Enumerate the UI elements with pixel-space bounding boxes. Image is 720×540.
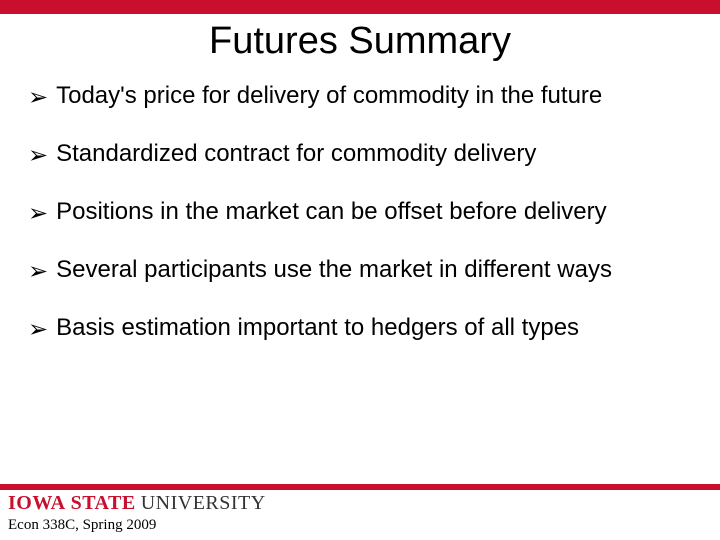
slide: Futures Summary ➢ Today's price for deliv… <box>0 0 720 540</box>
content-area: ➢ Today's price for delivery of commodity… <box>0 63 720 540</box>
bullet-text: Several participants use the market in d… <box>56 255 692 285</box>
footer-brand-bar <box>0 484 720 490</box>
footer: IOWA STATE UNIVERSITY Econ 338C, Spring … <box>0 484 720 534</box>
bullet-list: ➢ Today's price for delivery of commodity… <box>28 81 692 343</box>
course-label: Econ 338C, Spring 2009 <box>0 517 720 534</box>
bullet-arrow-icon: ➢ <box>28 257 48 287</box>
logo-state: STATE <box>71 492 136 515</box>
bullet-arrow-icon: ➢ <box>28 315 48 345</box>
bullet-text: Positions in the market can be offset be… <box>56 197 692 227</box>
bullet-item: ➢ Positions in the market can be offset b… <box>28 197 692 227</box>
bullet-arrow-icon: ➢ <box>28 83 48 113</box>
logo-university: UNIVERSITY <box>141 492 266 515</box>
top-brand-bar <box>0 0 720 14</box>
bullet-item: ➢ Today's price for delivery of commodity… <box>28 81 692 111</box>
slide-title: Futures Summary <box>0 20 720 63</box>
bullet-arrow-icon: ➢ <box>28 141 48 171</box>
university-logo: IOWA STATE UNIVERSITY <box>0 492 720 515</box>
bullet-item: ➢ Standardized contract for commodity del… <box>28 139 692 169</box>
bullet-text: Today's price for delivery of commodity … <box>56 81 692 111</box>
bullet-item: ➢ Several participants use the market in … <box>28 255 692 285</box>
bullet-arrow-icon: ➢ <box>28 199 48 229</box>
bullet-text: Basis estimation important to hedgers of… <box>56 313 692 343</box>
bullet-text: Standardized contract for commodity deli… <box>56 139 692 169</box>
logo-iowa: IOWA <box>8 492 66 515</box>
bullet-item: ➢ Basis estimation important to hedgers o… <box>28 313 692 343</box>
